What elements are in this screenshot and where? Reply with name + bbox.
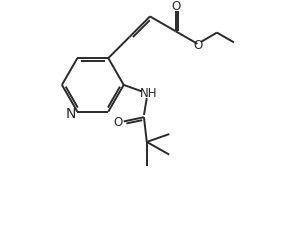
Text: NH: NH <box>139 87 157 100</box>
Text: N: N <box>65 106 76 121</box>
Text: O: O <box>193 38 202 51</box>
Text: O: O <box>113 116 122 128</box>
Text: O: O <box>171 0 180 13</box>
